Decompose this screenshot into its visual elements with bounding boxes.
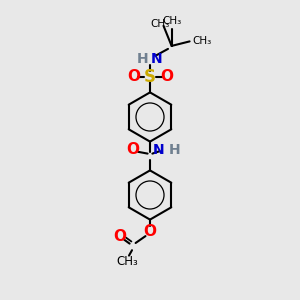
- Text: N: N: [152, 143, 164, 157]
- Text: CH₃: CH₃: [150, 19, 169, 29]
- Text: O: O: [127, 69, 140, 84]
- Text: O: O: [126, 142, 139, 158]
- Text: CH₃: CH₃: [117, 255, 138, 268]
- Text: O: O: [113, 229, 126, 244]
- Text: H: H: [169, 143, 181, 157]
- Text: H: H: [136, 52, 148, 66]
- Text: O: O: [160, 69, 173, 84]
- Text: O: O: [143, 224, 157, 239]
- Text: S: S: [144, 68, 156, 86]
- Text: CH₃: CH₃: [162, 16, 181, 26]
- Text: CH₃: CH₃: [193, 36, 212, 46]
- Text: N: N: [151, 52, 163, 66]
